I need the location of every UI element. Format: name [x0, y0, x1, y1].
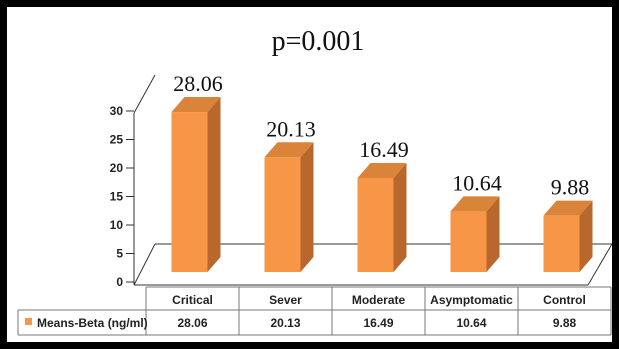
bar-top	[450, 196, 500, 212]
bar-front	[450, 211, 487, 272]
bar	[264, 142, 314, 272]
y-tick-label: 0	[116, 275, 123, 289]
bar-top	[264, 142, 314, 158]
y-tick-label: 10	[110, 218, 124, 232]
series-name: Means-Beta (ng/ml)	[37, 316, 148, 330]
bar-side	[579, 200, 593, 272]
bar-series	[171, 97, 593, 272]
bar-front	[171, 112, 208, 272]
data-label: 10.64	[452, 170, 502, 195]
floor-left-edge	[133, 243, 156, 286]
data-label: 16.49	[359, 137, 409, 162]
table-value: 10.64	[456, 316, 486, 330]
category-label: Asymptomatic	[430, 293, 513, 307]
chart-title: p=0.001	[272, 26, 365, 57]
bar	[450, 196, 500, 272]
bar-side	[393, 163, 407, 272]
bar-side	[486, 196, 500, 272]
bar-top	[171, 97, 221, 113]
table-value: 20.13	[270, 316, 300, 330]
y-axis-ticks: 0 5 10 15 20 25 30	[110, 104, 134, 289]
y-tick-label: 20	[110, 161, 124, 175]
bar	[357, 163, 407, 272]
data-label: 20.13	[266, 116, 316, 141]
category-label: Control	[543, 293, 586, 307]
bar-top	[357, 163, 407, 179]
category-label: Sever	[269, 293, 302, 307]
data-labels: 28.06 20.13 16.49 10.64 9.88	[173, 71, 589, 200]
bar-front	[543, 215, 580, 272]
floor-right-edge	[587, 243, 613, 286]
bar-side	[300, 142, 314, 272]
category-label: Moderate	[352, 293, 406, 307]
data-label: 9.88	[551, 175, 590, 200]
category-label: Critical	[172, 293, 213, 307]
y-tick-label: 30	[110, 104, 124, 118]
legend-swatch	[25, 318, 32, 325]
bar	[171, 97, 221, 272]
data-table: Critical Sever Moderate Asymptomatic Control…	[17, 286, 612, 336]
bar-front	[357, 178, 394, 272]
bar-front	[264, 157, 301, 272]
data-label: 28.06	[173, 71, 223, 96]
y-tick-label: 5	[116, 247, 123, 261]
back-wall-edge	[133, 74, 156, 114]
table-value: 28.06	[177, 316, 207, 330]
bar	[543, 200, 593, 272]
y-tick-label: 25	[110, 133, 124, 147]
table-value: 16.49	[363, 316, 393, 330]
y-tick-label: 15	[110, 190, 124, 204]
bar-top	[543, 200, 593, 216]
table-value: 9.88	[553, 316, 577, 330]
bar-side	[207, 97, 221, 272]
